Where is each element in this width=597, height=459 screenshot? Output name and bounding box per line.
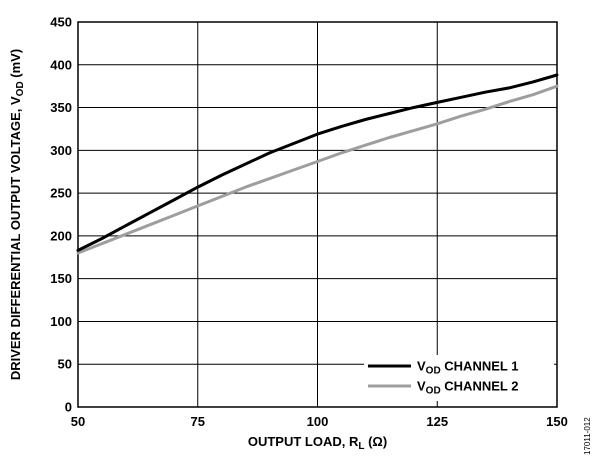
y-tick-label: 200: [50, 228, 72, 243]
y-tick-label: 100: [50, 314, 72, 329]
x-tick-label: 100: [307, 414, 329, 429]
y-axis-label: DRIVER DIFFERENTIAL OUTPUT VOLTAGE, VOD …: [8, 49, 26, 380]
grid: [78, 22, 557, 407]
y-tick-label: 50: [58, 357, 72, 372]
legend-label-channel-2: VOD CHANNEL 2: [417, 379, 518, 397]
x-tick-label: 50: [71, 414, 85, 429]
y-tick-label: 400: [50, 57, 72, 72]
x-tick-label: 75: [191, 414, 205, 429]
plot-frame: [77, 21, 558, 408]
legend: VOD CHANNEL 1 VOD CHANNEL 2: [364, 355, 554, 401]
y-tick-label: 300: [50, 143, 72, 158]
series-layer: [76, 73, 559, 255]
x-axis-label: OUTPUT LOAD, RL (Ω): [248, 434, 387, 452]
y-tick-label: 150: [50, 271, 72, 286]
legend-label-channel-1: VOD CHANNEL 1: [417, 359, 518, 377]
series-line-channel-1: [76, 73, 559, 252]
y-tick-label: 0: [65, 400, 72, 415]
series-line-channel-2: [76, 84, 559, 255]
x-tick-label: 150: [546, 414, 568, 429]
x-tick-label: 125: [426, 414, 448, 429]
y-tick-label: 350: [50, 100, 72, 115]
legend-background: [364, 355, 554, 401]
y-tick-label: 250: [50, 186, 72, 201]
y-tick-label: 450: [50, 15, 72, 30]
figure-code: 17011-012: [583, 417, 592, 455]
